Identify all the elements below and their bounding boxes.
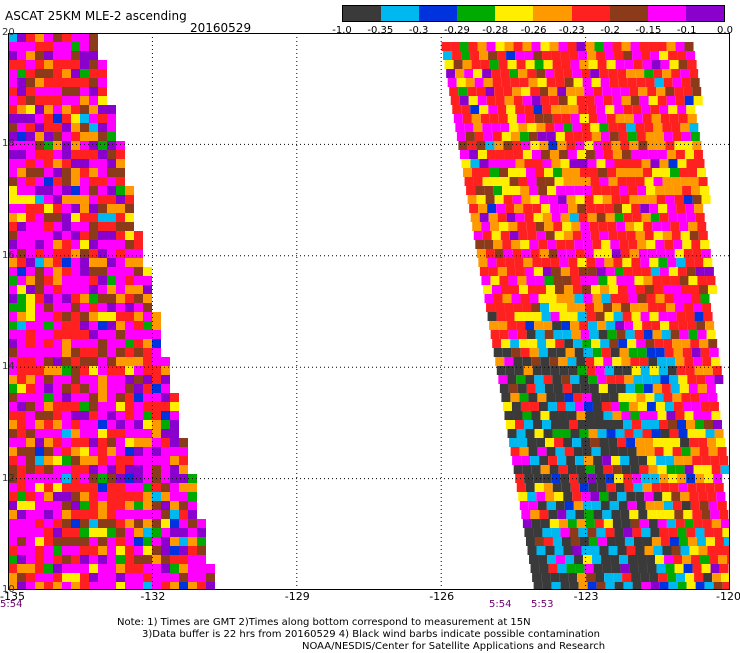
map-title: ASCAT 25KM MLE-2 ascending: [5, 9, 187, 23]
legend-tick-label: -1.0: [332, 25, 352, 36]
legend-swatch-1: [381, 6, 420, 21]
lat-label: 20: [2, 27, 15, 38]
legend-tick-label: -0.1: [676, 25, 697, 36]
lon-label: -126: [429, 590, 455, 603]
legend-swatch-6: [571, 6, 610, 21]
legend-tick-label: -0.3: [408, 25, 429, 36]
note-line-1: Note: 1) Times are GMT 2)Times along bot…: [117, 617, 531, 628]
footnotes: Note: 1) Times are GMT 2)Times along bot…: [117, 617, 605, 653]
lat-lon-grid: [8, 33, 730, 590]
legend-swatch-0: [343, 6, 382, 21]
time-label-mid-b: 5:53: [531, 599, 554, 610]
lon-label: -132: [140, 590, 166, 603]
legend-swatch-4: [495, 6, 534, 21]
legend-swatch-5: [533, 6, 572, 21]
legend-tick-label: -0.35: [367, 25, 394, 36]
legend-tick-label: -0.28: [482, 25, 509, 36]
note-line-3: NOAA/NESDIS/Center for Satellite Applica…: [302, 641, 606, 652]
lat-label: 10: [2, 584, 15, 595]
legend-tick-label: -0.23: [558, 25, 585, 36]
legend-tick-label: -0.26: [520, 25, 547, 36]
time-label-left: 5:54: [0, 599, 23, 610]
legend-tick-label: -0.2: [600, 25, 620, 36]
map-date: 20160529: [190, 21, 252, 35]
lat-label: 12: [2, 472, 15, 484]
time-label-mid-a: 5:54: [489, 599, 512, 610]
swath-cells: [8, 33, 730, 590]
legend-tick-label: -0.29: [443, 25, 470, 36]
color-legend-bar: [342, 5, 725, 22]
lon-label: -129: [284, 590, 310, 603]
lon-label: -123: [573, 590, 599, 603]
lat-label: 14: [2, 361, 15, 373]
color-legend-labels: -1.0 -0.35 -0.3 -0.29 -0.28 -0.26 -0.23 -0.2 -0.…: [330, 25, 733, 39]
lon-label: -120: [716, 590, 740, 603]
map-frame: [8, 33, 730, 590]
note-line-2: 3)Data buffer is 22 hrs from 20160529 4)…: [142, 629, 600, 640]
legend-tick-label: -0.15: [635, 25, 662, 36]
lon-label: -135: [0, 590, 25, 603]
lat-label: 18: [2, 138, 15, 150]
legend-swatch-2: [419, 6, 458, 21]
legend-swatch-9: [685, 6, 724, 21]
legend-tick-label: 0.0: [717, 25, 733, 36]
map-plot: [8, 33, 730, 590]
legend-swatch-7: [609, 6, 648, 21]
legend-swatch-8: [647, 6, 686, 21]
legend-swatch-3: [457, 6, 496, 21]
lat-label: 16: [2, 249, 15, 261]
